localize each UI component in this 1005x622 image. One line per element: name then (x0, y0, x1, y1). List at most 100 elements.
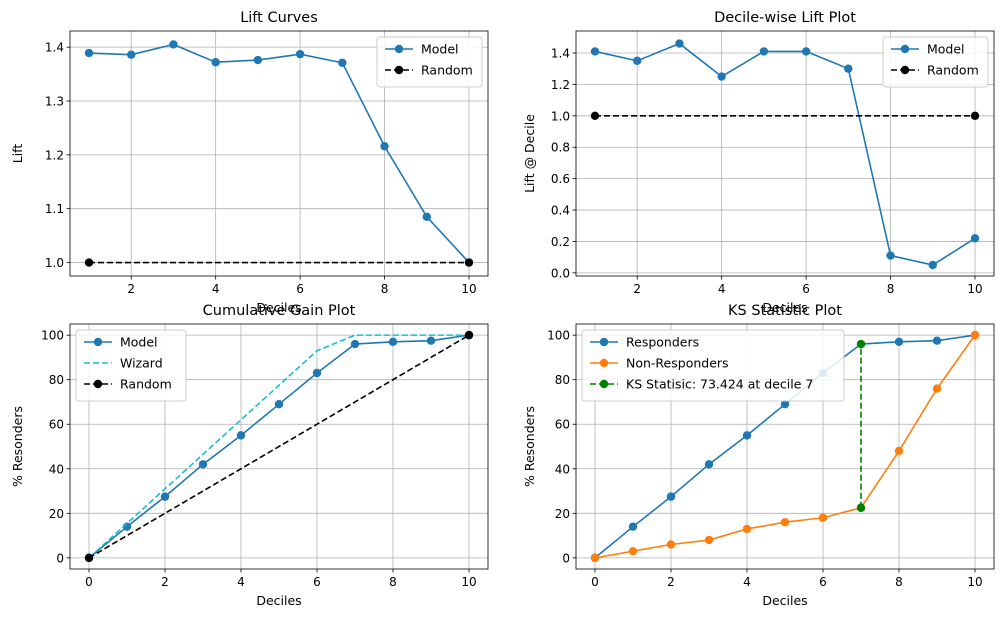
y-tick-label: 1.4 (551, 46, 570, 60)
data-point (388, 337, 398, 347)
data-point (970, 330, 980, 340)
data-point (717, 72, 726, 81)
x-tick-label: 0 (85, 575, 93, 589)
y-tick-label: 100 (41, 329, 64, 343)
data-point (704, 460, 714, 469)
data-point (818, 513, 828, 522)
data-point (742, 431, 752, 440)
legend-swatch-marker (394, 44, 404, 54)
legend: Model Random (882, 36, 989, 88)
legend-swatch-marker (599, 379, 609, 389)
series-random (590, 111, 980, 121)
data-point (628, 522, 638, 531)
x-tick-label: 2 (667, 575, 675, 589)
data-point (666, 492, 676, 501)
data-point (628, 546, 638, 556)
x-tick-label: 8 (381, 282, 389, 296)
legend-label: Random (927, 63, 979, 78)
series-non-responders (590, 330, 980, 563)
y-tick-label: 20 (555, 507, 570, 521)
y-tick-label: 20 (49, 507, 64, 521)
y-tick-label: 0 (56, 551, 64, 565)
y-tick-label: 1.4 (45, 41, 64, 55)
data-point (198, 460, 208, 469)
y-tick-label: 1.0 (551, 109, 570, 123)
data-point (590, 111, 600, 121)
legend-swatch-marker (900, 44, 910, 54)
legend: Responders Non-Responders KS Statisic: 73.… (581, 329, 845, 402)
y-tick-label: 0.8 (551, 141, 570, 155)
x-tick-label: 10 (461, 575, 476, 589)
legend-label: Responders (626, 335, 699, 350)
data-point (236, 431, 246, 440)
y-tick-label: 1.2 (551, 78, 570, 92)
data-point (704, 535, 714, 545)
x-axis-label: Deciles (256, 300, 301, 315)
data-point (350, 339, 360, 349)
x-tick-label: 4 (718, 282, 726, 296)
series-random (84, 330, 474, 563)
chart-panel-2: 2 4 6 8 10 0.0 0.2 0.4 0.6 0.8 1.0 1.2 1.4 Deciles Lif… (522, 10, 995, 315)
x-tick-label: 6 (802, 282, 810, 296)
data-point (590, 553, 600, 563)
x-tick-label: 6 (296, 282, 304, 296)
x-axis-label: Deciles (762, 300, 807, 315)
data-point (856, 503, 866, 512)
x-tick-label: 2 (161, 575, 169, 589)
plot-frame (575, 323, 995, 570)
data-point (742, 524, 752, 534)
x-tick-label: 10 (967, 282, 982, 296)
data-point (253, 55, 263, 65)
y-tick-label: 0.0 (551, 266, 570, 280)
y-axis-label: % Resonders (522, 406, 537, 487)
data-point (590, 47, 600, 56)
legend-label: Model (927, 42, 965, 57)
x-tick-label: 6 (313, 575, 321, 589)
legend: Model Wizard Random (75, 329, 187, 402)
data-point (675, 39, 684, 48)
data-point (211, 58, 220, 67)
y-tick-label: 1.3 (45, 95, 64, 109)
legend-label: Random (421, 63, 473, 78)
series-line (88, 334, 470, 559)
x-tick-label: 4 (237, 575, 245, 589)
legend: Model Random (376, 36, 483, 88)
data-point (932, 384, 942, 393)
plot-frame (575, 30, 995, 277)
series-wizard (88, 334, 469, 559)
x-tick-label: 8 (389, 575, 397, 589)
plot-frame (69, 30, 489, 277)
data-point (780, 399, 790, 409)
legend-label: Random (120, 377, 172, 392)
x-tick-label: 2 (633, 282, 641, 296)
y-tick-label: 1.1 (45, 202, 64, 216)
legend-label: KS Statisic: 73.424 at decile 7 (626, 377, 813, 392)
data-point (295, 49, 305, 59)
y-axis-label: % Resonders (10, 406, 25, 487)
data-point (633, 56, 642, 66)
data-point (886, 251, 895, 260)
legend-swatch-marker (599, 358, 609, 368)
x-tick-label: 10 (967, 575, 982, 589)
data-point (84, 553, 94, 563)
data-point (464, 330, 474, 340)
series-line (594, 42, 976, 266)
y-axis-label: Lift (10, 144, 25, 164)
y-tick-label: 40 (555, 462, 570, 476)
data-point (666, 540, 676, 549)
series-random (84, 258, 474, 267)
legend-label: Non-Responders (626, 356, 729, 371)
series-line (88, 334, 469, 559)
data-point (127, 50, 136, 59)
data-point (312, 368, 322, 378)
data-point (970, 111, 980, 121)
series-line (88, 43, 470, 264)
legend-box (581, 329, 845, 402)
x-tick-label: 4 (212, 282, 220, 296)
legend-swatch-marker (599, 337, 609, 347)
x-tick-label: 2 (127, 282, 135, 296)
series-ks-statisic-73-424-at-decile-7 (856, 339, 866, 512)
data-point (856, 339, 866, 349)
